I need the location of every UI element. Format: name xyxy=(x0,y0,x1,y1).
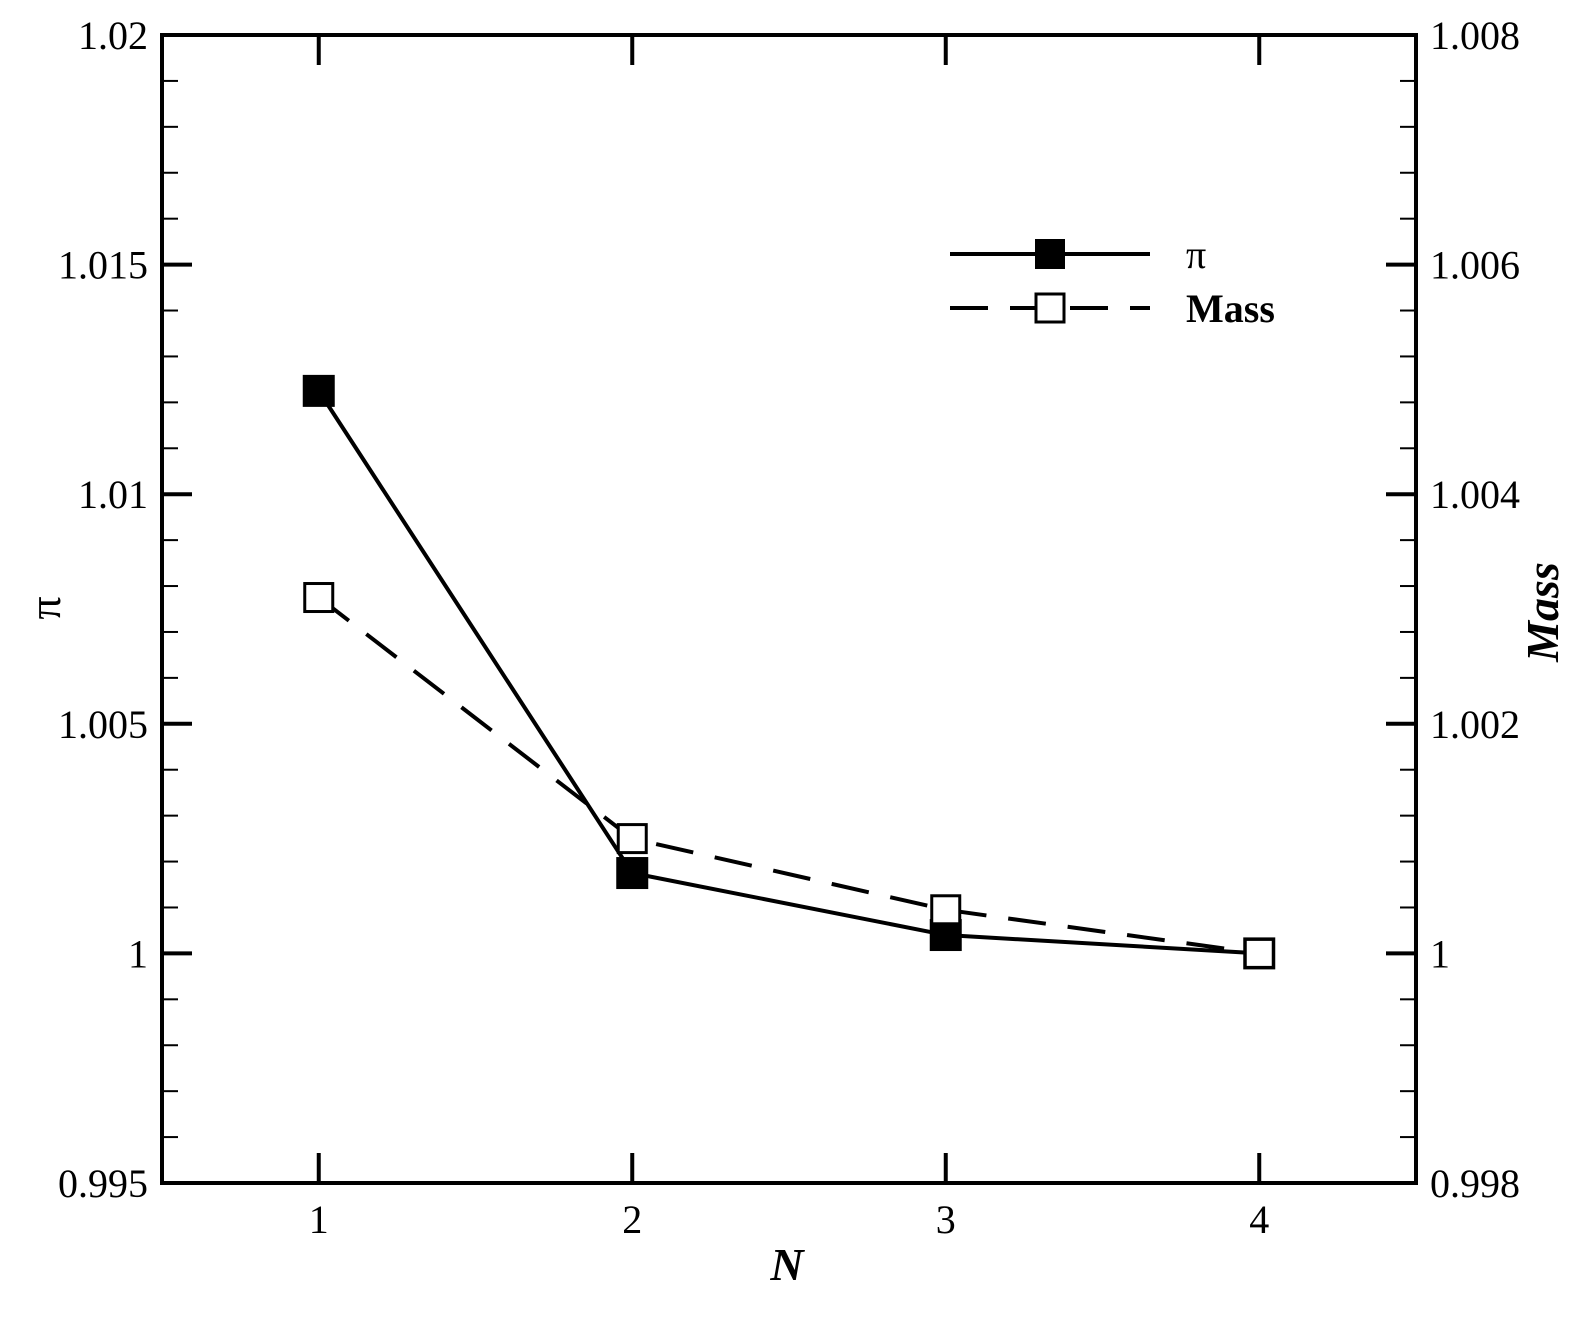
legend-marker-pi xyxy=(1035,239,1065,269)
mass-marker xyxy=(1243,937,1275,969)
x-tick-label: 3 xyxy=(936,1197,956,1242)
y-right-tick-label: 0.998 xyxy=(1430,1161,1520,1206)
y-left-tick-label: 1.01 xyxy=(78,472,148,517)
y-right-axis-title: Mass xyxy=(1517,562,1568,663)
legend-marker-mass xyxy=(1034,292,1066,324)
legend: π Mass xyxy=(950,232,1275,331)
mass-marker xyxy=(616,823,648,855)
mass-marker xyxy=(303,582,335,614)
y-right-tick-label: 1 xyxy=(1430,931,1450,976)
y-left-tick-label: 0.995 xyxy=(58,1161,148,1206)
y-left-tick-label: 1.005 xyxy=(58,702,148,747)
x-axis-title: N xyxy=(769,1239,805,1290)
y-right-tick-label: 1.006 xyxy=(1430,243,1520,288)
plot-frame xyxy=(160,33,1418,1185)
x-tick-label: 4 xyxy=(1249,1197,1269,1242)
x-tick-label: 1 xyxy=(309,1197,329,1242)
x-tick-label: 2 xyxy=(622,1197,642,1242)
y-right-tick-label: 1.004 xyxy=(1430,472,1520,517)
legend-label-pi: π xyxy=(1186,232,1206,277)
series-lines xyxy=(317,389,1260,956)
y-right-tick-label: 1.002 xyxy=(1430,702,1520,747)
y-right-tick-label: 1.008 xyxy=(1430,13,1520,58)
y-left-axis-title: π xyxy=(19,596,70,619)
axis-titles: Nπ Mass xyxy=(19,562,1568,1290)
y-left-tick-label: 1.015 xyxy=(58,243,148,288)
tick-labels: 0.995 0.998 1 1 1.005 1.002 1.01 1.004 1.015 1.00… xyxy=(58,13,1520,1242)
y-left-tick-label: 1 xyxy=(128,931,148,976)
series-line-mass xyxy=(317,595,1260,956)
legend-label-mass: Mass xyxy=(1186,286,1275,331)
mass-marker xyxy=(930,894,962,926)
axis-ticks xyxy=(162,33,1416,1185)
series-line-pi xyxy=(317,389,1260,956)
series-markers xyxy=(302,374,1276,970)
y-left-tick-label: 1.02 xyxy=(78,13,148,58)
plot-border xyxy=(160,33,1418,1185)
pi-marker xyxy=(616,857,649,890)
pi-marker xyxy=(302,374,335,407)
